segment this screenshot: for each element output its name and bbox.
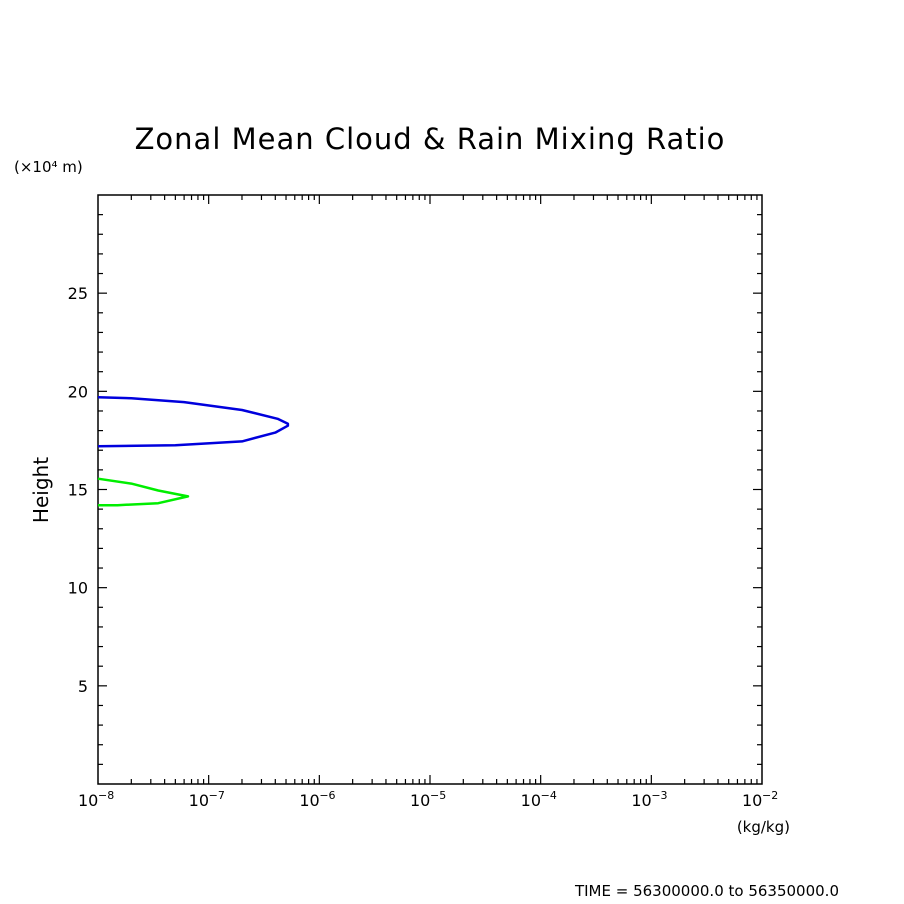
x-tick-exponent: −6	[319, 789, 335, 802]
x-tick-exponent: −7	[209, 789, 225, 802]
y-tick-labels: 5 10 15 20 25	[68, 284, 88, 696]
y-tick-label: 20	[68, 382, 88, 401]
y-tick-label: 10	[68, 579, 88, 598]
chart-title: Zonal Mean Cloud & Rain Mixing Ratio	[135, 122, 726, 156]
plot-frame	[97, 194, 763, 785]
series-line-2	[97, 477, 190, 507]
x-tick-exponent: −3	[651, 789, 667, 802]
x-tick-label: 10	[299, 791, 319, 810]
x-tick-label: 10	[410, 791, 430, 810]
x-tick-exponent: −5	[430, 789, 446, 802]
y-tick-label: 5	[78, 677, 88, 696]
x-tick-exponent: −4	[541, 789, 557, 802]
x-tick-label: 10	[742, 791, 762, 810]
data-series	[97, 395, 290, 507]
x-tick-label: 10	[631, 791, 651, 810]
y-axis-label: Height	[29, 457, 53, 523]
x-tick-labels: 10 −8 10 −7 10 −6 10 −5 10 −4 10 −3 10 −2	[78, 789, 778, 810]
x-tick-exponent: −2	[762, 789, 778, 802]
time-range-label: TIME = 56300000.0 to 56350000.0	[574, 882, 839, 900]
x-tick-label: 10	[521, 791, 541, 810]
y-unit-label: (×10⁴ m)	[14, 158, 83, 176]
x-unit-label: (kg/kg)	[737, 818, 790, 836]
series-line-1	[97, 395, 290, 448]
y-tick-label: 15	[68, 481, 88, 500]
x-tick-exponent: −8	[98, 789, 114, 802]
x-tick-label: 10	[189, 791, 209, 810]
axis-ticks	[98, 195, 762, 784]
x-tick-label: 10	[78, 791, 98, 810]
y-tick-label: 25	[68, 284, 88, 303]
